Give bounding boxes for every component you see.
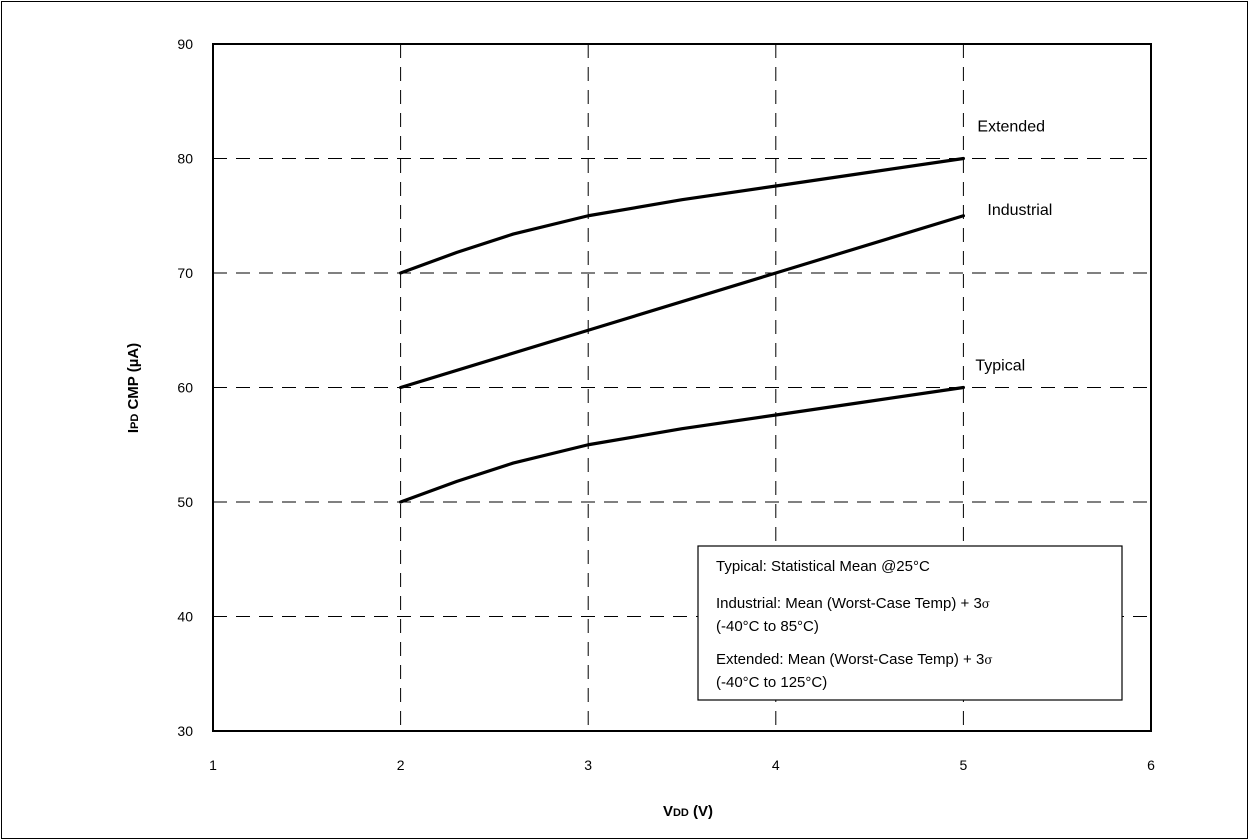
y-axis-label: IPD CMP (µA) [125, 343, 142, 433]
plot-area [212, 43, 1152, 732]
series-line-industrial [399, 214, 965, 390]
series-lines [399, 156, 965, 504]
y-tick-labels: 30 40 50 60 70 80 90 [177, 36, 193, 739]
series-label-industrial: Industrial [987, 202, 1052, 219]
y-tick-label: 40 [177, 609, 193, 625]
legend-border [697, 545, 1123, 701]
legend-line-extended: Extended: Mean (Worst-Case Temp) + 3σ [716, 651, 993, 668]
x-tick-label: 5 [960, 757, 968, 773]
legend-box: Typical: Statistical Mean @25°C Industri… [697, 545, 1123, 701]
y-tick-label: 50 [177, 494, 193, 510]
series-label-typical: Typical [975, 358, 1025, 375]
series-labels: Extended Industrial Typical [975, 119, 1052, 375]
y-tick-label: 90 [177, 36, 193, 52]
x-tick-label: 2 [397, 757, 405, 773]
legend-line-typical: Typical: Statistical Mean @25°C [716, 558, 930, 575]
legend-line-extended-range: (-40°C to 125°C) [716, 674, 827, 691]
x-tick-label: 6 [1147, 757, 1155, 773]
y-tick-label: 70 [177, 265, 193, 281]
legend-line-industrial: Industrial: Mean (Worst-Case Temp) + 3σ [716, 595, 990, 612]
x-tick-label: 4 [772, 757, 780, 773]
x-tick-labels: 1 2 3 4 5 6 [209, 757, 1155, 773]
x-tick-label: 1 [209, 757, 217, 773]
grid-lines [213, 44, 1151, 731]
series-line-extended [399, 156, 965, 275]
y-tick-label: 30 [177, 723, 193, 739]
legend-line-industrial-range: (-40°C to 85°C) [716, 618, 819, 635]
y-tick-label: 80 [177, 151, 193, 167]
x-tick-label: 3 [584, 757, 592, 773]
series-line-typical [399, 385, 965, 504]
series-label-extended: Extended [977, 119, 1045, 136]
x-axis-label: VDD (V) [663, 803, 713, 820]
y-tick-label: 60 [177, 380, 193, 396]
